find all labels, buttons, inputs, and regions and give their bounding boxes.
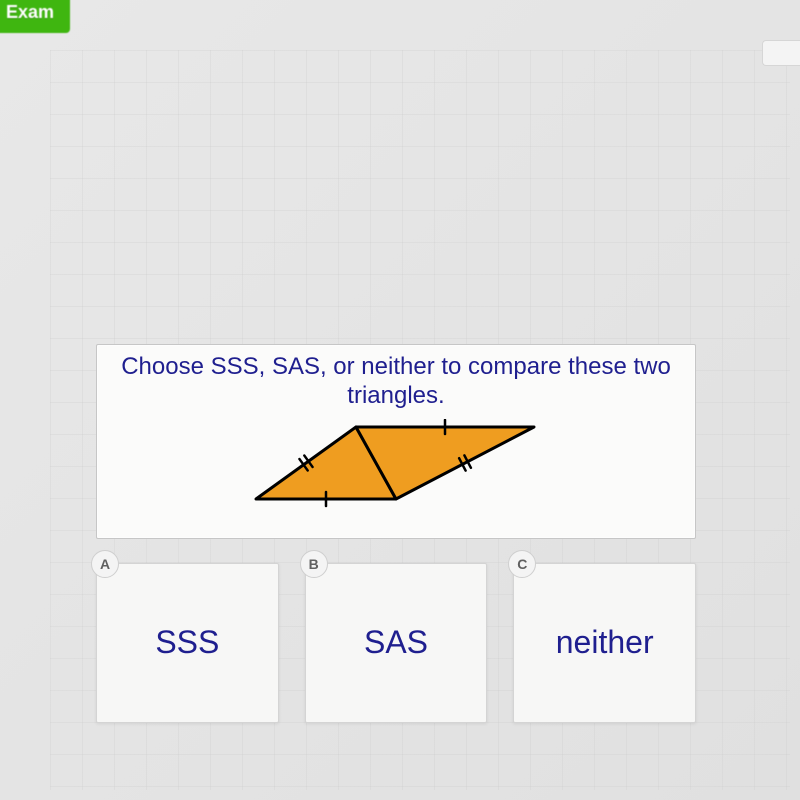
answer-option-c[interactable]: C neither	[513, 563, 696, 723]
answer-label: SAS	[364, 624, 428, 661]
question-area: Choose SSS, SAS, or neither to compare t…	[96, 344, 696, 723]
timer-panel-stub	[762, 40, 800, 66]
answer-row: A SSS B SAS C neither	[96, 563, 696, 723]
answer-label: SSS	[155, 624, 219, 661]
question-box: Choose SSS, SAS, or neither to compare t…	[96, 344, 696, 539]
question-text: Choose SSS, SAS, or neither to compare t…	[111, 353, 681, 411]
answer-option-b[interactable]: B SAS	[305, 563, 488, 723]
exam-label: Exam	[6, 2, 54, 22]
exam-button[interactable]: Exam	[0, 0, 70, 33]
answer-option-a[interactable]: A SSS	[96, 563, 279, 723]
answer-label: neither	[556, 624, 654, 661]
diagram-wrap	[111, 419, 681, 524]
answer-letter-badge: B	[300, 550, 328, 578]
triangles-diagram	[246, 419, 546, 519]
answer-letter-badge: A	[91, 550, 119, 578]
answer-letter-badge: C	[508, 550, 536, 578]
